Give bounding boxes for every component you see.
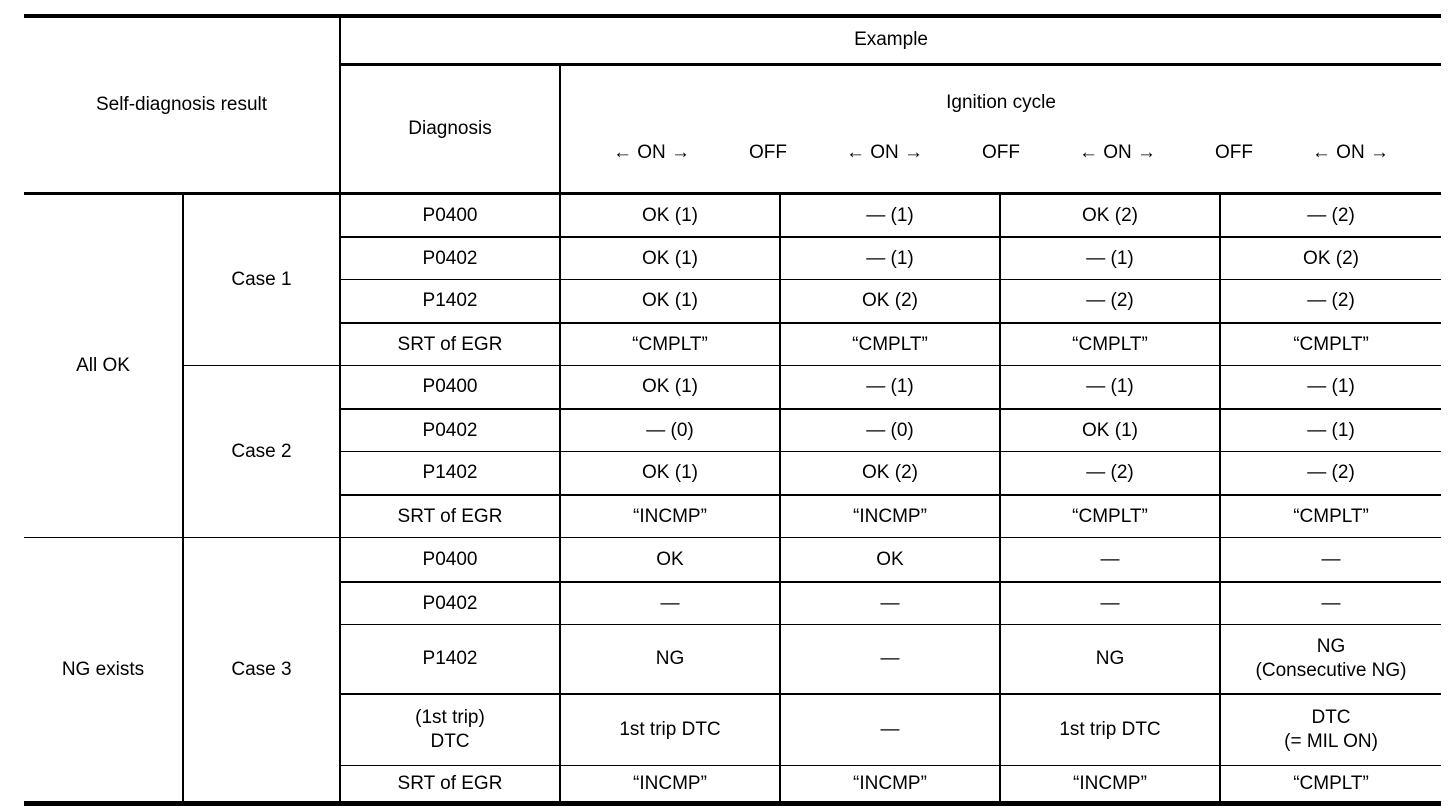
self-diagnosis-result-table: Self-diagnosis result Example Diagnosis …: [24, 14, 1442, 806]
value-cell: “CMPLT”: [1218, 765, 1442, 804]
value-cell: — (1): [1218, 365, 1442, 410]
ignition-cycle-sequence: ← ON → OFF ← ON → OFF ← ON → OFF ← ON →: [567, 139, 1435, 169]
value-cell: OK (1): [999, 408, 1220, 453]
diagnosis-cell: (1st trip) DTC: [339, 693, 560, 767]
value-cell: OK (1): [559, 451, 780, 496]
value-cell: OK (1): [559, 365, 780, 410]
value-cell: OK (2): [779, 451, 1000, 496]
value-cell: —: [779, 693, 1000, 767]
value-cell: —: [999, 537, 1220, 583]
value-cell: —: [1218, 581, 1442, 626]
value-cell: —: [779, 624, 1000, 695]
value-cell: —: [1218, 537, 1442, 583]
table-row: NG exists Case 3 P0400 OK OK — —: [24, 537, 1442, 804]
value-cell: —: [559, 581, 780, 626]
value-cell: — (1): [1218, 408, 1442, 453]
diagnosis-cell: P0400: [339, 193, 560, 238]
cycle-segment: ← ON →: [845, 141, 924, 163]
cycle-segment: ← ON →: [1311, 141, 1389, 163]
value-cell: — (1): [779, 365, 1000, 410]
diagnosis-cell: P0400: [339, 365, 560, 410]
table-row: P1402 OK (1) OK (2) — (2) — (2): [24, 451, 1442, 496]
value-cell: OK (2): [1218, 236, 1442, 281]
diagnosis-cell: SRT of EGR: [339, 765, 560, 804]
cycle-segment: OFF: [1214, 141, 1253, 163]
diagnosis-cell: P0402: [339, 408, 560, 453]
value-cell: NG: [999, 624, 1220, 695]
diagnosis-cell: P0400: [339, 537, 560, 583]
value-cell: “CMPLT”: [779, 322, 1000, 367]
value-cell: “CMPLT”: [559, 322, 780, 367]
value-cell: OK (2): [999, 193, 1220, 238]
value-cell: “INCMP”: [779, 765, 1000, 804]
value-cell: — (2): [1218, 451, 1442, 496]
value-cell: OK: [559, 537, 780, 583]
table-row: P1402 NG — NG NG (Consecutive NG): [24, 624, 1442, 695]
value-cell: OK (2): [779, 279, 1000, 324]
diagnosis-cell: SRT of EGR: [339, 322, 560, 367]
value-cell: “INCMP”: [559, 494, 780, 539]
value-cell: 1st trip DTC: [999, 693, 1220, 767]
value-cell: “INCMP”: [559, 765, 780, 804]
value-cell: NG: [559, 624, 780, 695]
case-cell-3: Case 3: [182, 537, 340, 804]
diagnosis-cell: P0402: [339, 236, 560, 281]
value-cell: — (1): [999, 365, 1220, 410]
value-cell: — (2): [1218, 279, 1442, 324]
result-cell-all-ok: All OK: [24, 193, 183, 539]
table-row: (1st trip) DTC 1st trip DTC — 1st trip D…: [24, 693, 1442, 767]
value-cell: OK (1): [559, 236, 780, 281]
case-cell-2: Case 2: [182, 365, 340, 539]
value-cell: “INCMP”: [779, 494, 1000, 539]
value-cell: “INCMP”: [999, 765, 1220, 804]
diagnosis-cell: P1402: [339, 624, 560, 695]
table-header-row: Self-diagnosis result Example: [24, 16, 1442, 196]
value-cell: “CMPLT”: [1218, 494, 1442, 539]
table-row: P1402 OK (1) OK (2) — (2) — (2): [24, 279, 1442, 324]
table-row: SRT of EGR “INCMP” “INCMP” “CMPLT” “CMPL…: [24, 494, 1442, 539]
case-cell-1: Case 1: [182, 193, 340, 367]
cycle-segment: ← ON →: [1078, 141, 1156, 163]
value-cell: NG (Consecutive NG): [1218, 624, 1442, 695]
result-cell-ng-exists: NG exists: [61, 658, 145, 680]
value-cell: OK: [779, 537, 1000, 583]
value-cell: “CMPLT”: [1218, 322, 1442, 367]
value-cell: “CMPLT”: [999, 322, 1220, 367]
value-cell: 1st trip DTC: [559, 693, 780, 767]
value-cell: —: [999, 581, 1220, 626]
table-row: SRT of EGR “CMPLT” “CMPLT” “CMPLT” “CMPL…: [24, 322, 1442, 367]
diagnosis-cell: SRT of EGR: [339, 494, 560, 539]
table-row: P0402 OK (1) — (1) — (1) OK (2): [24, 236, 1442, 281]
table-row: P0402 — — — —: [24, 581, 1442, 626]
diagnosis-cell: P0402: [339, 581, 560, 626]
value-cell: — (0): [779, 408, 1000, 453]
header-self-diagnosis-result: Self-diagnosis result: [24, 16, 340, 196]
header-diagnosis: Diagnosis: [339, 64, 560, 196]
value-cell: — (2): [999, 279, 1220, 324]
value-cell: — (2): [1218, 193, 1442, 238]
diagnosis-cell: P1402: [339, 451, 560, 496]
ignition-cycle-label: Ignition cycle: [946, 92, 1056, 114]
header-example: Example: [338, 16, 1442, 66]
value-cell: —: [779, 581, 1000, 626]
cycle-segment: ← ON →: [613, 141, 691, 163]
value-cell: “CMPLT”: [999, 494, 1220, 539]
value-cell: — (2): [999, 451, 1220, 496]
value-cell: — (1): [779, 193, 1000, 238]
value-cell: OK (1): [559, 279, 780, 324]
table-row: P0402 — (0) — (0) OK (1) — (1): [24, 408, 1442, 453]
value-cell: — (1): [999, 236, 1220, 281]
value-cell: DTC (= MIL ON): [1218, 693, 1442, 767]
table-row: Case 2 P0400 OK (1) — (1) — (1) — (1): [24, 365, 1442, 539]
diagnosis-cell: P1402: [339, 279, 560, 324]
value-cell: — (0): [559, 408, 780, 453]
header-ignition-cycle: Ignition cycle ← ON → OFF ← ON → OFF ← O…: [558, 64, 1442, 196]
table-header-row: Diagnosis Ignition cycle ← ON → OFF ← ON…: [24, 64, 1442, 196]
cycle-segment: OFF: [981, 141, 1020, 163]
value-cell: — (1): [779, 236, 1000, 281]
value-cell: OK (1): [559, 193, 780, 238]
cycle-segment: OFF: [749, 141, 788, 163]
table-row: All OK Case 1 P0400 OK (1) — (1) OK (2) …: [24, 193, 1442, 539]
